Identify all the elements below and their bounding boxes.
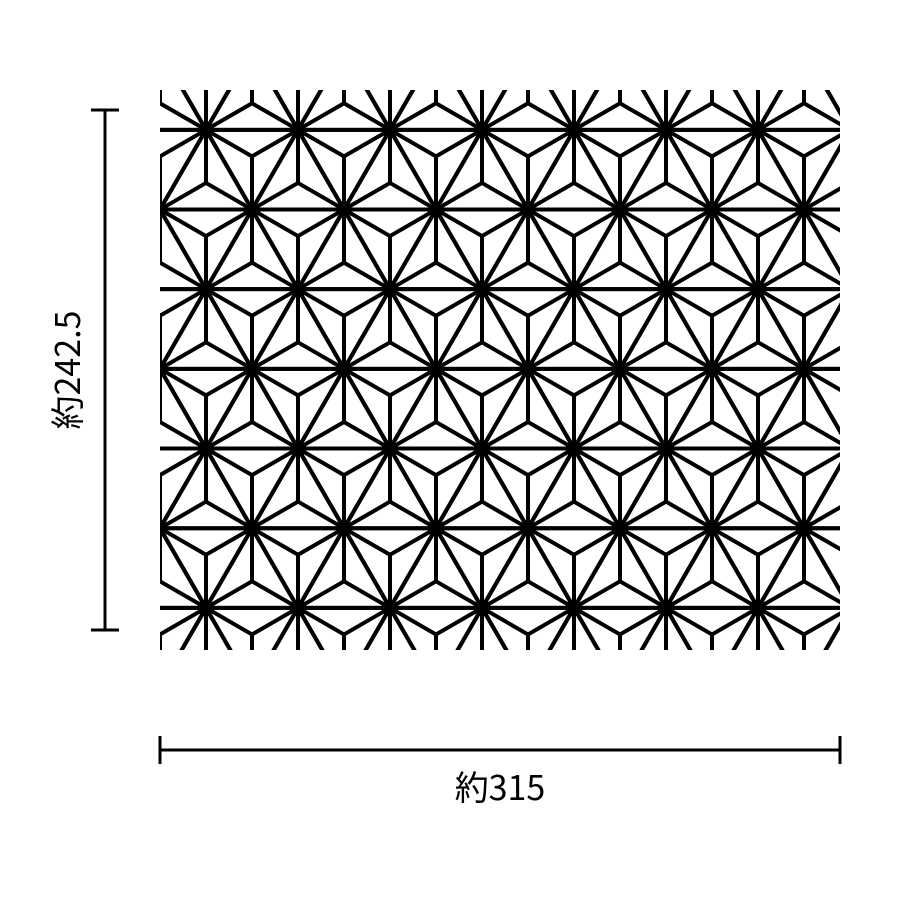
vertical-dimension-label: 約242.5 [41, 311, 90, 430]
vertical-dimension: 約242.5 [41, 110, 119, 630]
horizontal-dimension: 約315 [160, 736, 840, 810]
pattern-diagram-svg: 約242.5 約315 [0, 0, 900, 900]
diagram-stage: 約242.5 約315 [0, 0, 900, 900]
horizontal-dimension-label: 約315 [455, 761, 546, 810]
